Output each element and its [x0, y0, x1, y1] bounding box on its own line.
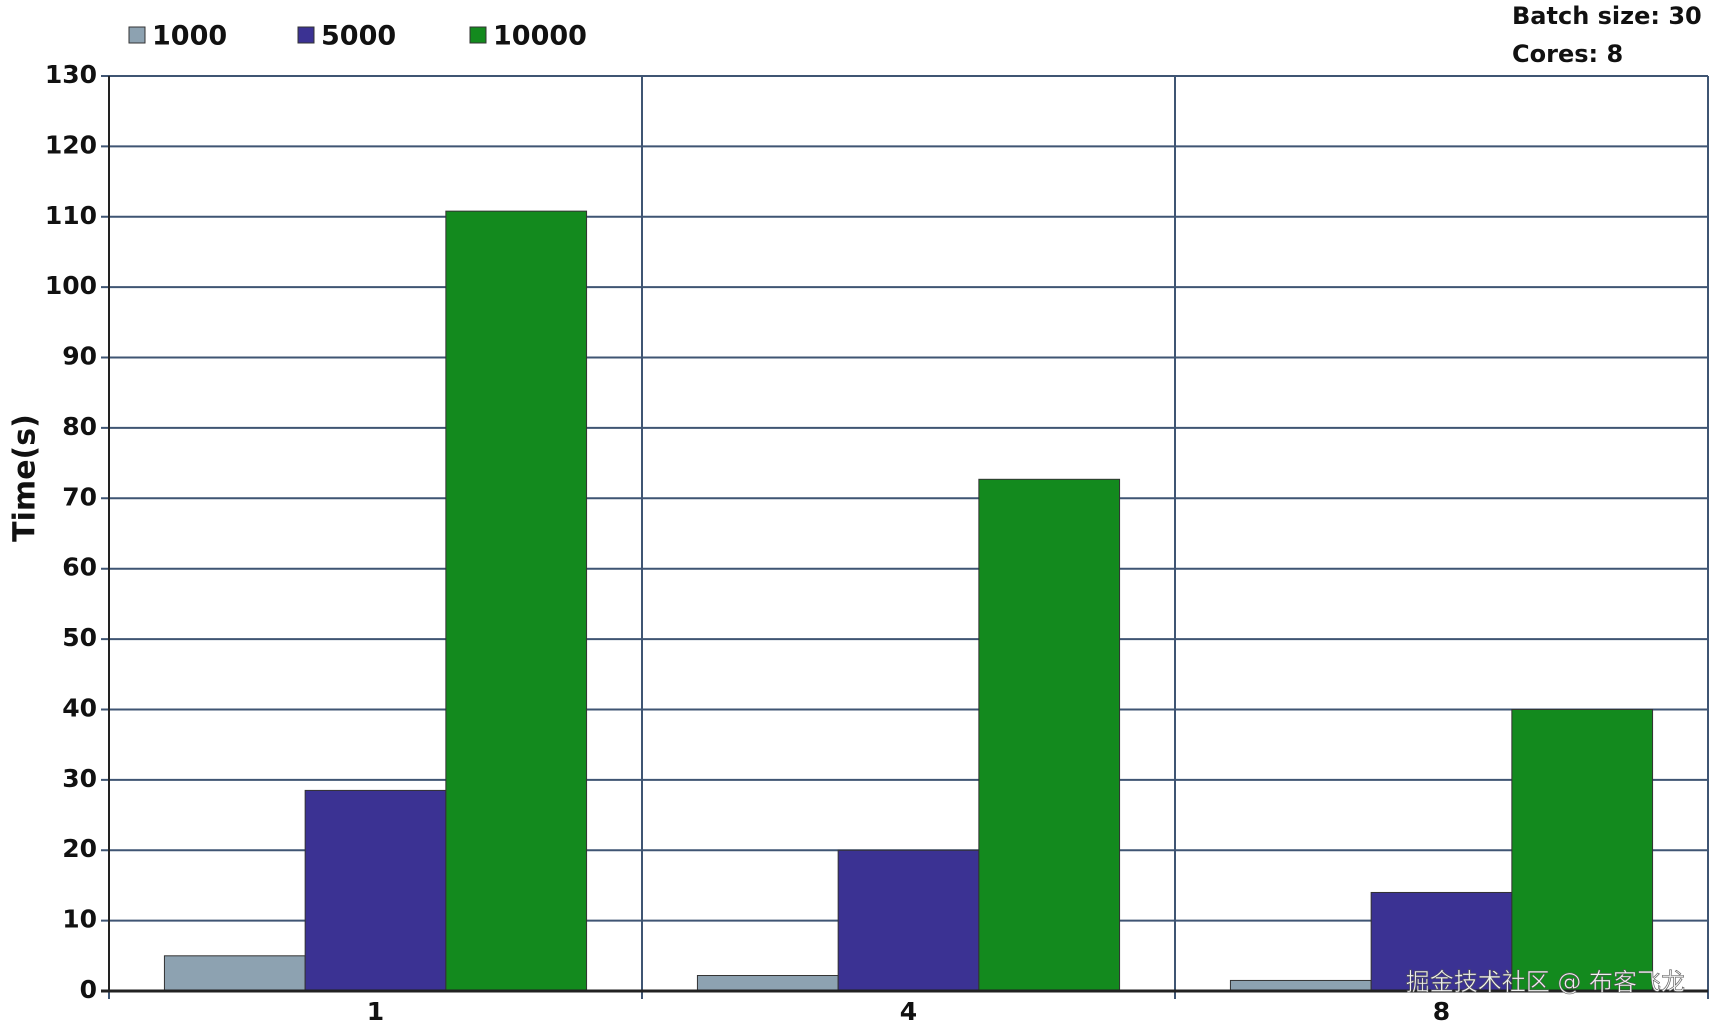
- bar: [837, 849, 980, 992]
- watermark: 掘金技术社区 @ 布客飞龙: [1406, 968, 1685, 996]
- bar: [304, 789, 447, 992]
- bar: [163, 955, 306, 992]
- y-tick-label: 110: [45, 201, 97, 230]
- bar: [1511, 708, 1654, 992]
- bar: [445, 210, 588, 992]
- legend-swatch: [128, 26, 146, 44]
- legend-swatch: [297, 26, 315, 44]
- bar: [696, 975, 839, 992]
- y-tick-label: 0: [80, 975, 97, 1004]
- bar: [1370, 891, 1513, 992]
- bar: [1229, 979, 1372, 992]
- y-tick-label: 70: [62, 482, 97, 511]
- x-tick-label: 8: [1433, 997, 1450, 1024]
- y-tick-label: 20: [62, 834, 97, 863]
- legend-label: 5000: [321, 21, 396, 52]
- y-tick-label: 50: [62, 623, 97, 652]
- legend-label: 1000: [152, 21, 227, 52]
- y-tick-label: 100: [45, 271, 97, 300]
- bar: [978, 478, 1121, 992]
- y-tick-label: 130: [45, 60, 97, 89]
- legend-swatch: [469, 26, 487, 44]
- y-tick-label: 120: [45, 130, 97, 159]
- y-axis-label: Time(s): [8, 414, 43, 542]
- x-tick-label: 1: [367, 997, 384, 1024]
- y-tick-label: 60: [62, 553, 97, 582]
- y-tick-label: 30: [62, 764, 97, 793]
- annotation: Batch size: 30: [1512, 2, 1702, 30]
- y-tick-label: 80: [62, 412, 97, 441]
- y-tick-label: 40: [62, 693, 97, 722]
- y-tick-label: 10: [62, 905, 97, 934]
- x-tick-label: 4: [900, 997, 917, 1024]
- annotation: Cores: 8: [1512, 40, 1623, 68]
- y-tick-label: 90: [62, 342, 97, 371]
- legend-label: 10000: [493, 21, 587, 52]
